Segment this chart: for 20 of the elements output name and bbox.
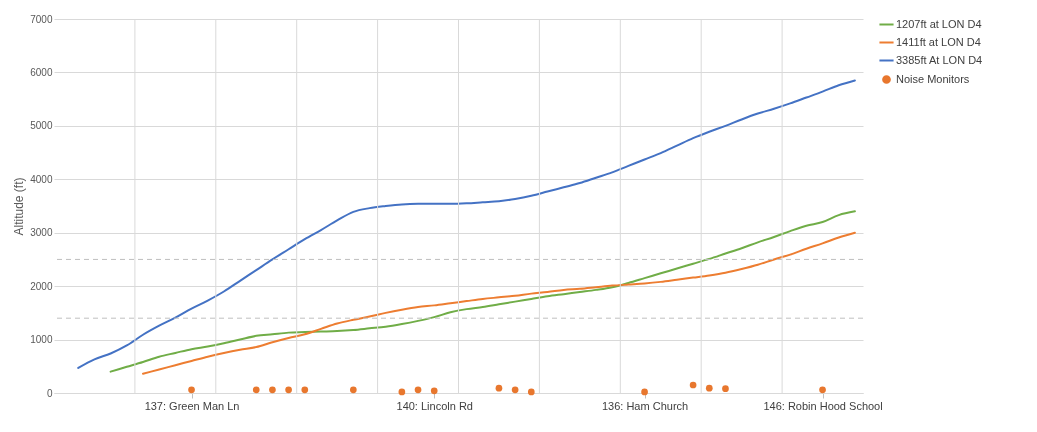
- y-tick-label: 1000: [30, 334, 53, 346]
- y-tick-label: 6000: [30, 66, 53, 78]
- y-tick-label: 2000: [30, 280, 53, 292]
- legend-label: 1411ft at LON D4: [896, 35, 981, 48]
- x-tick-label: 140: Lincoln Rd: [396, 399, 473, 412]
- y-tick-label: 7000: [30, 13, 53, 25]
- x-tick-label: 136: Ham Church: [601, 399, 689, 412]
- y-tick-label: 3000: [30, 227, 53, 239]
- line-series: [109, 210, 856, 373]
- x-tick-label: 137: Green Man Ln: [144, 399, 240, 412]
- x-tick-label: 146: Robin Hood School: [763, 399, 883, 412]
- line-series: [77, 79, 856, 369]
- line-series: [141, 231, 856, 375]
- y-tick-label: 0: [46, 387, 53, 399]
- legend-label: 3385ft At LON D4: [896, 53, 983, 66]
- y-tick-label: 5000: [30, 120, 53, 132]
- y-axis-title: Altitude (ft): [12, 177, 27, 236]
- legend-label: 1207ft at LON D4: [896, 17, 982, 30]
- legend-label: Noise Monitors: [896, 72, 970, 85]
- y-tick-label: 4000: [30, 173, 53, 185]
